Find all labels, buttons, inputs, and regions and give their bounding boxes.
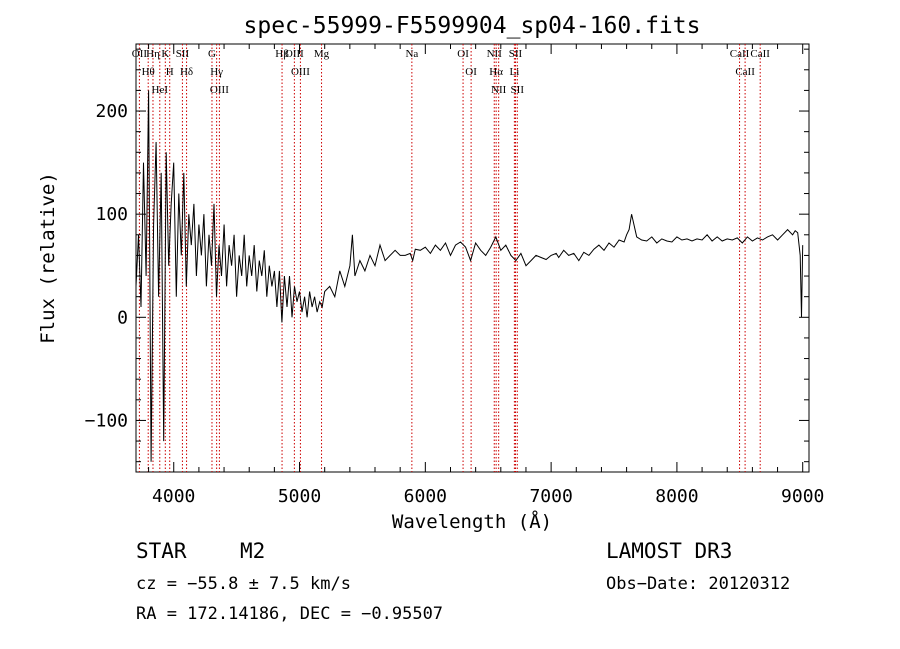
spectral-line-label: OI — [457, 48, 469, 60]
x-tick-label: 9000 — [781, 486, 824, 507]
spectral-line-label: Hα — [489, 66, 503, 78]
coordinates: RA = 172.14186, DEC = −0.95507 — [136, 604, 443, 624]
y-tick-label: 100 — [95, 204, 128, 225]
spectrum-series — [135, 90, 804, 462]
spectral-line-label: K — [161, 48, 169, 60]
spectrum-line — [135, 90, 804, 462]
spectral-line-label: OI — [465, 66, 477, 78]
spectral-line-label: OIII — [291, 66, 310, 78]
spectral-line-label: SII — [176, 48, 190, 60]
chart-title: spec-55999-F5599904_sp04-160.fits — [244, 13, 701, 39]
spectral-line-label: G — [208, 48, 216, 60]
y-axis-ticks: −100 0 100 200 — [85, 48, 809, 463]
spectral-line-label: OII — [132, 48, 148, 60]
spectral-line-label: Hγ — [210, 66, 223, 78]
y-tick-label: 0 — [117, 307, 128, 328]
spectral-line-label: NII — [491, 84, 507, 96]
spectral-line-label: HeI — [152, 84, 169, 96]
spectral-line-label: Na — [405, 48, 418, 60]
x-tick-label: 4000 — [152, 486, 195, 507]
x-axis-label: Wavelength (Å) — [392, 510, 552, 533]
x-axis-ticks: 4000 5000 6000 7000 8000 9000 — [148, 44, 824, 507]
y-axis-label: Flux (relative) — [37, 172, 59, 344]
spectral-line-label: CaII — [750, 48, 770, 60]
redshift-cz: cz = −55.8 ± 7.5 km/s — [136, 574, 351, 594]
spectral-line-label: OIII — [210, 84, 229, 96]
observation-date: Obs−Date: 20120312 — [606, 574, 790, 594]
spectral-line-label: NII — [487, 48, 503, 60]
y-tick-label: −100 — [85, 410, 128, 431]
spectral-line-label: Hβ — [275, 48, 289, 60]
spectral-line-label: Li — [509, 66, 519, 78]
object-subclass: M2 — [240, 539, 265, 563]
spectral-line-label: Hθ — [142, 66, 155, 78]
x-tick-label: 6000 — [404, 486, 447, 507]
spectral-line-label: CaII — [730, 48, 750, 60]
x-tick-label: 7000 — [529, 486, 572, 507]
spectral-line-label: OIII — [285, 48, 304, 60]
x-tick-label: 8000 — [655, 486, 698, 507]
y-tick-label: 200 — [95, 101, 128, 122]
spectral-line-label: H — [166, 66, 174, 78]
spectral-line-label: Mg — [314, 48, 330, 60]
survey-name: LAMOST DR3 — [606, 539, 732, 563]
spectral-line-label: Hη — [146, 48, 160, 60]
spectral-line-label: Hδ — [180, 66, 193, 78]
object-class: STAR — [136, 539, 187, 563]
plot-frame — [135, 43, 810, 473]
spectral-line-label: SII — [511, 84, 525, 96]
spectral-line-label: CaII — [735, 66, 755, 78]
spectral-line-markers — [138, 44, 761, 472]
spectral-line-label: SII — [509, 48, 523, 60]
x-tick-label: 5000 — [278, 486, 321, 507]
